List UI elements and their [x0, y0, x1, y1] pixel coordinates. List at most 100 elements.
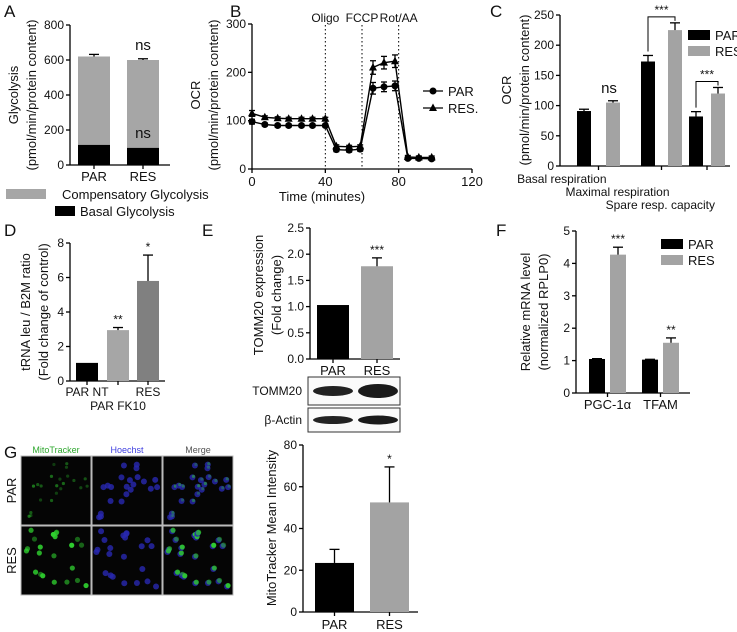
x-tick-label: Maximal respiration: [565, 185, 669, 199]
y-tick-label: 80: [284, 438, 298, 452]
mitochondria: [36, 550, 42, 556]
mitochondria: [174, 569, 181, 575]
mitochondria: [181, 484, 185, 488]
bar-par-nt: [76, 362, 98, 381]
bar-compensatory-glycolysis: [78, 56, 110, 145]
nucleus: [101, 537, 108, 544]
mitochondria: [37, 544, 43, 550]
data-point: [427, 152, 436, 161]
bar-par: [577, 111, 591, 166]
y-tick-label: 2.5: [287, 221, 304, 235]
legend-label: PAR: [448, 84, 474, 99]
channel-label: Hoechst: [110, 445, 144, 455]
mitochondria: [64, 465, 69, 469]
mitochondria: [59, 487, 63, 491]
data-point: [356, 141, 365, 150]
nucleus: [97, 513, 104, 520]
significance-label: ns: [135, 125, 151, 142]
mitochondria: [171, 513, 175, 518]
mitochondria: [29, 511, 33, 515]
mitochondria: [227, 484, 231, 488]
x-tick-label: PAR: [81, 169, 107, 184]
nucleus: [154, 484, 161, 491]
mitochondria: [72, 478, 76, 483]
mitochondria: [216, 577, 223, 584]
nucleus: [140, 478, 147, 485]
nucleus: [153, 583, 160, 590]
mitochondria: [182, 573, 188, 579]
x-tick-label: RES: [376, 617, 403, 632]
y-tick-label: 4: [57, 305, 64, 319]
legend-marker: [429, 87, 437, 95]
y-tick-label: 1.5: [287, 273, 304, 287]
nucleus: [98, 528, 105, 535]
mitochondria: [216, 536, 223, 542]
injection-label: Rot/AA: [380, 11, 418, 25]
nucleus: [152, 476, 159, 483]
y-axis-label: OCR: [188, 81, 203, 110]
series-line-par: [251, 85, 432, 160]
blot-band-par: [313, 416, 353, 424]
nucleus: [194, 491, 201, 498]
mitochondria: [64, 579, 70, 585]
y-tick-label: 1: [563, 354, 570, 368]
significance-label: ***: [654, 3, 668, 17]
mitochondria: [178, 550, 184, 556]
nucleus: [219, 543, 226, 550]
y-axis-label: OCR: [499, 76, 514, 105]
mitochondria: [207, 462, 211, 466]
mitochondria: [61, 481, 65, 486]
series-line-res: [251, 60, 432, 159]
mitochondria: [225, 477, 229, 481]
mitochondria: [225, 582, 231, 589]
mitochondria: [58, 477, 62, 481]
significance-label: ***: [700, 67, 714, 81]
nucleus: [223, 476, 230, 483]
y-tick-label: 250: [534, 8, 554, 22]
mitochondria: [173, 536, 180, 542]
nucleus: [148, 543, 155, 550]
legend-label: RES: [715, 44, 737, 59]
mitochondria: [178, 482, 182, 487]
data-point: [308, 114, 317, 122]
panel-label: D: [4, 221, 16, 240]
x-tick-label: PGC-1α: [584, 397, 632, 412]
mitochondria: [193, 553, 199, 559]
x-tick-label: 120: [461, 174, 483, 189]
mitochondria: [200, 477, 204, 481]
row-label: RES: [4, 547, 19, 574]
legend-marker: [429, 103, 437, 111]
x-tick-label: RES: [364, 363, 391, 378]
mitochondria: [206, 579, 212, 585]
data-point: [297, 114, 306, 122]
bar-par: [689, 116, 703, 166]
nucleus: [133, 580, 140, 587]
nucleus: [204, 465, 211, 472]
mitochondria: [49, 474, 54, 478]
y-axis-label: (pmol/min/protein content): [24, 19, 39, 170]
blot-band-res: [358, 415, 398, 425]
panel-label: C: [490, 2, 502, 21]
y-tick-label: 600: [44, 53, 64, 67]
significance-label: *: [387, 452, 392, 466]
mitochondria: [38, 498, 43, 502]
micrograph-mitotracker: [20, 455, 92, 526]
y-tick-label: 0: [547, 159, 554, 173]
x-tick-label: PAR NT: [65, 385, 109, 399]
mitochondria: [74, 577, 81, 584]
nucleus: [201, 481, 208, 488]
mitochondria: [74, 536, 81, 542]
nucleus: [118, 498, 125, 505]
y-tick-label: 40: [284, 522, 298, 536]
mitochondria: [83, 582, 89, 589]
data-point: [284, 114, 293, 122]
nucleus: [93, 548, 100, 555]
nucleus: [104, 482, 111, 489]
legend-swatch-res: [688, 46, 710, 56]
data-point: [248, 108, 256, 117]
bar-compensatory-glycolysis: [127, 60, 159, 148]
panel-label: G: [4, 443, 17, 462]
legend-label: PAR: [715, 28, 737, 43]
mitochondria: [29, 513, 33, 518]
